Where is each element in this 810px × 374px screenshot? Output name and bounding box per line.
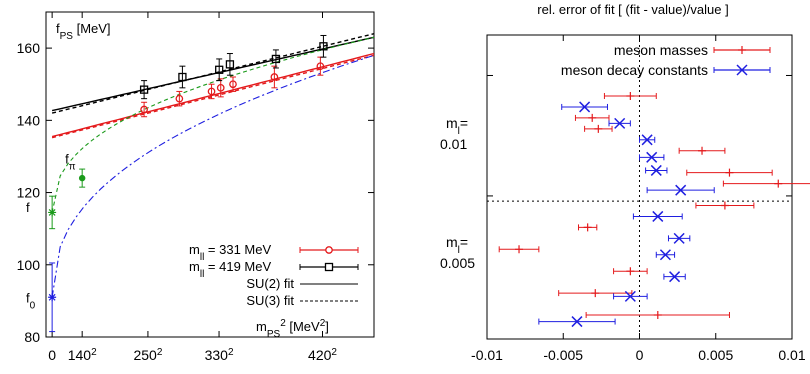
data-point xyxy=(720,201,729,210)
data-point xyxy=(591,289,600,298)
data-point xyxy=(229,80,237,89)
data-point xyxy=(641,134,653,146)
data-point xyxy=(774,179,783,188)
data-point xyxy=(270,73,279,81)
data-point xyxy=(614,117,626,129)
y-tick-label: 160 xyxy=(17,40,41,56)
group-value: 0.005 xyxy=(440,255,475,271)
axis-marker-label: f0 xyxy=(26,290,36,311)
group-label: ml= xyxy=(446,115,468,137)
x-tick-label: 4202 xyxy=(308,347,337,364)
data-point xyxy=(175,94,184,103)
x-tick-label: -0.01 xyxy=(471,347,503,363)
data-point xyxy=(659,249,671,261)
data-point xyxy=(48,208,57,217)
data-point xyxy=(78,174,86,182)
data-point xyxy=(48,293,57,302)
data-point xyxy=(579,101,591,113)
right-reference-lines xyxy=(487,35,792,339)
left-y-axis: 80 100 120 140 160 xyxy=(17,40,374,345)
right-x-axis: -0.01 -0.005 0 0.005 0.01 xyxy=(471,35,806,363)
data-point xyxy=(652,210,664,222)
data-point xyxy=(624,290,636,302)
data-point xyxy=(653,311,662,319)
fit-curve xyxy=(51,36,375,112)
data-point xyxy=(216,83,225,92)
right-chart-title: rel. error of fit [ (fit - value)/value … xyxy=(537,2,728,17)
data-point xyxy=(583,223,592,232)
data-point xyxy=(207,87,216,96)
data-point xyxy=(571,316,583,328)
data-point xyxy=(271,54,281,64)
legend-marker xyxy=(324,262,334,272)
group-label: ml= xyxy=(446,234,468,256)
y-tick-label: 140 xyxy=(17,112,41,128)
data-point xyxy=(515,245,524,254)
legend-label: mll = 331 MeV xyxy=(189,242,271,263)
x-tick-label: 2502 xyxy=(133,347,162,364)
x-tick-label: 3302 xyxy=(205,347,234,364)
right-legend: meson masses meson decay constants xyxy=(561,42,771,78)
legend-label: SU(2) fit xyxy=(246,276,294,291)
x-axis-label: mPS2 [MeV2] xyxy=(256,318,329,340)
y-axis-label: fPS [MeV] xyxy=(56,21,111,42)
data-point xyxy=(650,164,662,176)
data-point xyxy=(316,62,325,71)
data-point xyxy=(646,151,658,163)
data-point xyxy=(588,113,597,122)
y-tick-label: 100 xyxy=(17,257,41,273)
y-tick-label: 80 xyxy=(24,329,40,345)
left-x-axis: 0 1402 2502 3302 4202 xyxy=(48,12,337,363)
data-point xyxy=(673,232,685,244)
axis-marker-label: f xyxy=(26,200,30,215)
group-value: 0.01 xyxy=(440,136,467,152)
x-tick-label: -0.005 xyxy=(543,347,583,363)
x-tick-label: 0.01 xyxy=(778,347,805,363)
legend-marker xyxy=(736,64,748,76)
data-point xyxy=(319,42,328,51)
left-labels: fPS [MeV] mPS2 [MeV2] f f0 fπ xyxy=(26,21,329,340)
legend-label: SU(3) fit xyxy=(246,293,294,308)
legend-label: meson decay constants xyxy=(561,62,708,78)
right-chart: rel. error of fit [ (fit - value)/value … xyxy=(440,2,810,363)
data-point xyxy=(140,105,148,114)
data-point xyxy=(139,85,149,94)
data-point xyxy=(725,168,734,177)
legend-marker xyxy=(738,46,746,54)
legend-marker xyxy=(325,246,333,254)
data-point xyxy=(675,184,687,196)
left-chart: 80 100 120 140 160 0 1402 2502 3302 4202 fPS [Me… xyxy=(17,11,375,363)
x-tick-label: 1402 xyxy=(68,347,97,364)
x-tick-label: 0 xyxy=(48,347,56,363)
right-data-points xyxy=(498,92,810,328)
legend-label: meson masses xyxy=(614,42,708,58)
legend-label: mll = 419 MeV xyxy=(189,259,271,280)
fit-curve xyxy=(51,52,375,138)
annotation: fπ xyxy=(65,151,76,172)
x-tick-label: 0 xyxy=(636,347,644,363)
fit-curve xyxy=(51,54,375,139)
left-data-points xyxy=(48,34,328,333)
data-point xyxy=(669,271,681,283)
data-point xyxy=(225,60,235,69)
x-tick-label: 0.005 xyxy=(698,347,733,363)
data-point xyxy=(698,146,707,155)
data-point xyxy=(626,267,635,276)
data-point xyxy=(626,92,635,100)
y-tick-label: 120 xyxy=(17,185,41,201)
data-point xyxy=(178,72,187,82)
data-point xyxy=(594,124,603,133)
fit-curve xyxy=(51,54,375,298)
left-fit-curves xyxy=(51,33,375,298)
data-point xyxy=(215,65,224,74)
left-plot-frame xyxy=(45,11,375,338)
